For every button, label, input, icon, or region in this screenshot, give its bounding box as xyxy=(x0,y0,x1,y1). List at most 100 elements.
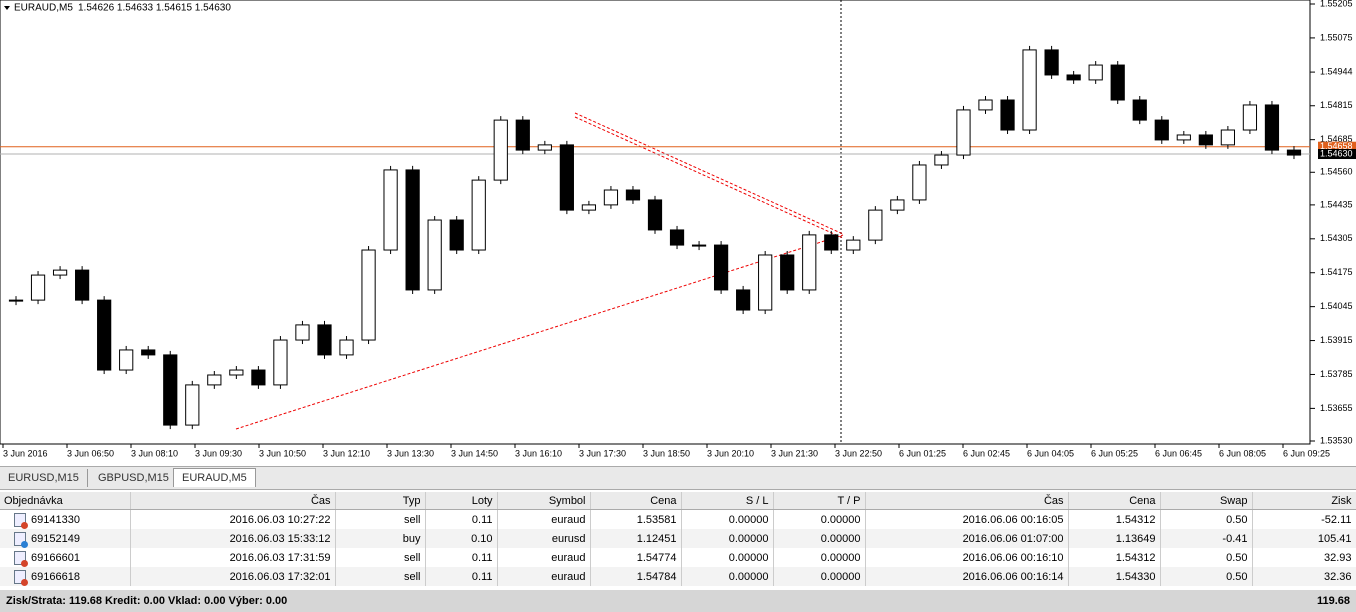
cell-text: 0.11 xyxy=(471,570,493,583)
candle xyxy=(471,179,486,251)
cell: euraud xyxy=(497,548,591,567)
tab[interactable]: EURAUD,M5 xyxy=(173,468,256,487)
cell-text: 0.11 xyxy=(471,513,493,526)
candle xyxy=(1242,104,1258,131)
candle xyxy=(625,189,641,201)
candle xyxy=(97,299,112,371)
y-tick-label: 1.54435 xyxy=(1320,199,1353,209)
cell: 2016.06.06 00:16:14 xyxy=(865,567,1069,586)
column-header[interactable]: Cena xyxy=(590,492,682,510)
candle xyxy=(141,349,156,356)
x-tick-label: 3 Jun 20:10 xyxy=(707,448,754,458)
candle xyxy=(890,199,905,211)
candle xyxy=(75,269,90,301)
cell: 1.54312 xyxy=(1068,509,1161,529)
cell-text: 0.00000 xyxy=(728,532,769,545)
x-tick-label: 3 Jun 22:50 xyxy=(835,448,882,458)
chart: EURAUD,M5 1.54626 1.54633 1.54615 1.5463… xyxy=(0,0,1356,458)
column-header[interactable]: Loty xyxy=(425,492,498,510)
y-tick-label: 1.53915 xyxy=(1320,335,1353,345)
candle xyxy=(339,339,354,356)
cell-text: 0.00000 xyxy=(820,551,861,564)
total: 119.68 xyxy=(1316,595,1350,607)
order-row[interactable]: 69166601 2016.06.03 17:31:59 sell 0.11 eurau… xyxy=(0,548,1356,567)
candle xyxy=(758,254,773,311)
x-tick-label: 6 Jun 01:25 xyxy=(899,448,946,458)
cell: 1.53581 xyxy=(590,509,682,529)
cell-text: sell xyxy=(403,570,421,583)
cell-text: 105.41 xyxy=(1317,532,1352,545)
summary: Zisk/Strata: 119.68 Kredit: 0.00 Vklad: … xyxy=(6,595,288,607)
candle xyxy=(1088,64,1103,81)
cell-text: 0.10 xyxy=(471,532,493,545)
cell: 69141330 xyxy=(0,509,131,529)
candle xyxy=(669,229,685,246)
column-header[interactable]: T / P xyxy=(773,492,866,510)
summary-bar: Zisk/Strata: 119.68 Kredit: 0.00 Vklad: … xyxy=(0,590,1356,612)
order-row[interactable]: 69166618 2016.06.03 17:32:01 sell 0.11 eurau… xyxy=(0,567,1356,586)
cell: 0.11 xyxy=(425,509,498,529)
cell: 0.11 xyxy=(425,548,498,567)
candle xyxy=(846,239,861,251)
candle xyxy=(868,209,883,241)
cell-text: 0.00000 xyxy=(728,570,769,583)
cell-text: 32.36 xyxy=(1323,570,1352,583)
column-header[interactable]: Swap xyxy=(1160,492,1253,510)
tab[interactable]: EURUSD,M15 xyxy=(0,469,88,487)
x-tick-label: 3 Jun 17:30 xyxy=(579,448,626,458)
cell: 69166601 xyxy=(0,548,131,567)
column-header[interactable]: Symbol xyxy=(497,492,591,510)
order-row[interactable]: 69152149 2016.06.03 15:33:12 buy 0.10 eurusd… xyxy=(0,529,1356,548)
x-tick-label: 6 Jun 06:45 xyxy=(1155,448,1202,458)
order-icon xyxy=(14,512,28,529)
cell: 32.36 xyxy=(1252,567,1356,586)
x-tick-label: 3 Jun 10:50 xyxy=(259,448,306,458)
cell: 2016.06.03 17:31:59 xyxy=(130,548,336,567)
cell: 0.10 xyxy=(425,529,498,548)
candle xyxy=(383,169,398,251)
cell: 0.00000 xyxy=(681,567,774,586)
cell-text: sell xyxy=(403,551,421,564)
order-row[interactable]: 69141330 2016.06.03 10:27:22 sell 0.11 eurau… xyxy=(0,509,1356,529)
cell-text: 0.00000 xyxy=(728,551,769,564)
column-header[interactable]: S / L xyxy=(681,492,774,510)
candle xyxy=(581,204,597,211)
column-header[interactable]: Cena xyxy=(1068,492,1161,510)
candle xyxy=(295,324,310,341)
tab[interactable]: GBPUSD,M15 xyxy=(90,469,178,487)
cell: 0.11 xyxy=(425,567,498,586)
cell-text: euraud xyxy=(551,513,586,526)
x-tick-label: 3 Jun 2016 xyxy=(3,448,48,458)
cell: 105.41 xyxy=(1252,529,1356,548)
cell: -0.41 xyxy=(1160,529,1253,548)
cell-text: 2016.06.03 17:31:59 xyxy=(229,551,331,564)
cell-text: 69141330 xyxy=(31,513,80,526)
candle xyxy=(405,169,420,291)
candle xyxy=(52,269,68,276)
cell-text: 69152149 xyxy=(31,532,80,545)
cell: 0.50 xyxy=(1160,567,1253,586)
cell: 1.54774 xyxy=(590,548,682,567)
cell-text: 1.13649 xyxy=(1115,532,1156,545)
cell: eurusd xyxy=(497,529,591,548)
cell-text: euraud xyxy=(551,551,586,564)
column-header[interactable]: Typ xyxy=(335,492,426,510)
order-icon xyxy=(14,531,28,548)
price-box xyxy=(1318,149,1356,160)
cell: 1.54330 xyxy=(1068,567,1161,586)
cell: 2016.06.03 10:27:22 xyxy=(130,509,336,529)
candle xyxy=(251,369,266,386)
candle xyxy=(449,219,464,251)
cell-text: 2016.06.03 15:33:12 xyxy=(229,532,331,545)
column-header[interactable]: Čas xyxy=(865,492,1069,510)
cell: 0.50 xyxy=(1160,548,1253,567)
candle xyxy=(978,99,993,111)
x-tick-label: 3 Jun 16:10 xyxy=(515,448,562,458)
column-header[interactable]: Čas xyxy=(130,492,336,510)
x-tick-label: 3 Jun 12:10 xyxy=(323,448,370,458)
candle xyxy=(163,354,178,426)
column-header[interactable]: Objednávka xyxy=(0,492,131,510)
column-header[interactable]: Zisk xyxy=(1252,492,1356,510)
price-box xyxy=(1318,141,1356,152)
